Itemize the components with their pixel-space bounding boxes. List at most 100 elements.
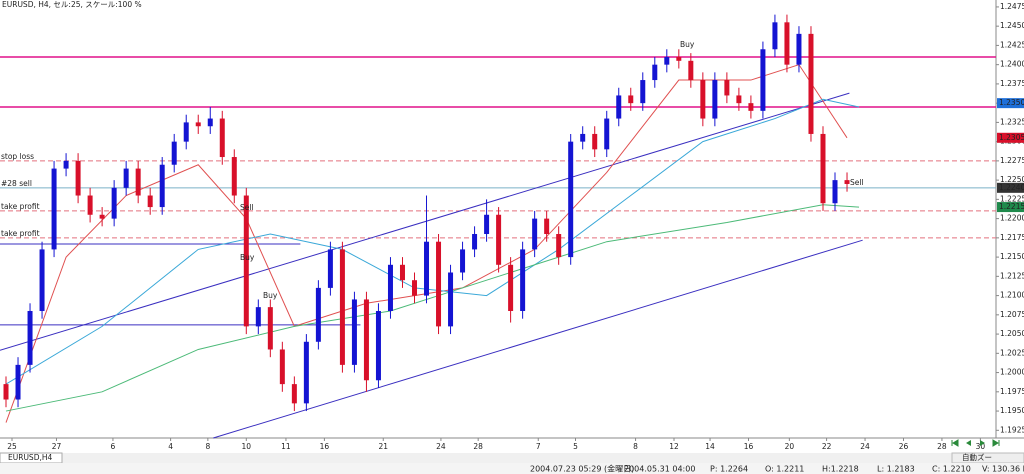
x-tick-label: 28 [937,442,947,451]
candle-body [640,80,646,104]
candle-body [844,180,850,184]
x-tick-label: 26 [899,442,909,451]
candle-body [484,214,490,235]
y-tick-label: 1.2100 [1000,291,1024,300]
tab-label[interactable]: EURUSD,H4 [8,453,52,462]
price-marker [997,182,1024,193]
y-tick-label: 1.2450 [1000,21,1024,30]
y-tick-label: 1.2150 [1000,252,1024,261]
trendline [213,239,863,439]
candle-body [496,214,502,265]
nav-prev[interactable] [966,440,971,446]
price-marker [997,202,1024,213]
nav-last[interactable] [992,439,1000,447]
candle-body [784,22,790,65]
status-bar [0,463,1024,474]
level-label: take profit [1,229,40,238]
x-tick-label: 7 [536,442,541,451]
y-tick-label: 1.1925 [1000,425,1024,434]
y-tick-label: 1.1950 [1000,406,1024,415]
trade-annotation: Buy [680,40,695,49]
level-label: take profit [1,202,40,211]
candle-body [796,33,802,65]
level-label: #28 sell [1,179,32,188]
y-tick-label: 1.2050 [1000,329,1024,338]
y-tick-label: 1.2475 [1000,2,1024,11]
y-tick-label: 1.2375 [1000,79,1024,88]
candle-body [327,249,333,288]
trendline [0,92,850,351]
status-item: O: 1.2211 [765,465,804,474]
candle-body [75,160,81,196]
x-tick-label: 22 [822,442,832,451]
candle-body [676,56,682,61]
nav-next[interactable] [980,440,985,446]
candle-body [207,118,213,127]
y-tick-label: 1.2400 [1000,60,1024,69]
status-item: V: 130.36 B [982,465,1024,474]
candle-body [748,103,754,111]
status-item: H:1.2218 [822,465,859,474]
x-tick-label: 11 [281,442,291,451]
candle-body [520,249,526,311]
candle-body [808,33,814,134]
y-tick-label: 1.2325 [1000,117,1024,126]
candle-body [387,264,393,311]
y-tick-label: 1.2200 [1000,214,1024,223]
candle-body [424,241,430,296]
candle-body [159,164,165,208]
x-tick-label: 8 [205,442,210,451]
candle-body [3,384,9,400]
candle-body [399,264,405,281]
candle-body [460,249,466,273]
status-item: 2004.07.23 05:29 (金曜日) [530,464,634,474]
candle-body [375,310,381,381]
y-tick-label: 1.2425 [1000,40,1024,49]
price-marker [997,98,1024,109]
candle-body [664,56,670,65]
price-marker-label: 1.2215 [999,202,1024,211]
candle-body [832,180,838,204]
candle-body [652,64,658,81]
candle-body [147,195,153,208]
candle-body [628,95,634,104]
x-tick-label: 28 [473,442,483,451]
x-tick-label: 4 [168,442,173,451]
status-item: 2004.05.31 04:00 [624,465,695,474]
candle-body [303,341,309,404]
candle-body [688,60,694,81]
x-tick-label: 16 [744,442,754,451]
candle-body [760,49,766,111]
trade-annotation: Buy [240,253,255,262]
x-tick-label: 20 [785,442,795,451]
candle-body [99,214,105,219]
x-tick-label: 8 [633,442,638,451]
candle-body [255,307,261,327]
candle-body [171,141,177,165]
y-tick-label: 1.2175 [1000,233,1024,242]
axes: 1.1925 1.1950 1.1975 1.2000 1.2025 1.2050 1.20… [7,2,1024,451]
candle-body [568,141,574,258]
candle-body [39,249,45,311]
candle-body [472,234,478,250]
candle-body [544,218,550,235]
x-tick-label: 24 [860,442,870,451]
tab-bar [0,453,1024,463]
candle-body [411,280,417,296]
y-tick-label: 1.2250 [1000,175,1024,184]
y-tick-label: 1.2225 [1000,194,1024,203]
status-item: P: 1.2264 [710,465,748,474]
trade-annotation: Buy [263,291,278,300]
candle-body [556,234,562,258]
zoom-label[interactable]: 自動ズー [962,452,992,462]
x-tick-label: 5 [573,442,578,451]
candle-body [339,249,345,365]
candle-body [532,218,538,250]
nav-first[interactable] [951,439,959,447]
price-marker-label: 1.2240 [999,183,1024,192]
candle-body [231,157,237,196]
candle-body [267,307,273,350]
price-marker-label: 1.2350 [999,98,1024,107]
candle-body [363,299,369,381]
